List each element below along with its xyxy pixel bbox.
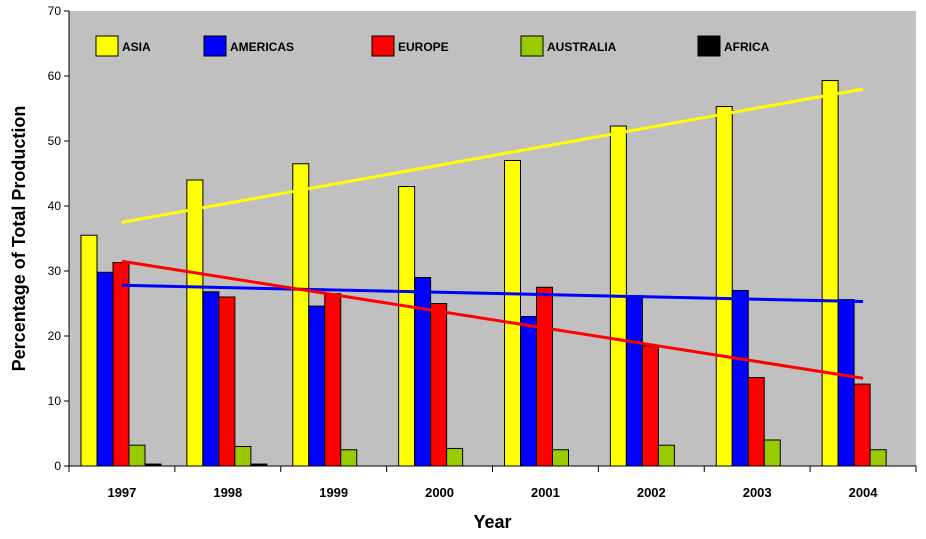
bar-europe-1997	[112, 262, 130, 467]
bar-europe-2001	[536, 286, 553, 467]
x-tick-label-2004: 2004	[849, 485, 879, 500]
x-tick-label-1999: 1999	[319, 485, 348, 500]
legend-swatch	[203, 35, 227, 57]
bar-australia-2004	[869, 449, 887, 467]
legend-item-americas: AMERICAS	[203, 35, 294, 57]
legend-label: AUSTRALIA	[547, 40, 617, 54]
bar-europe-1998	[218, 296, 236, 467]
bar-asia-1998	[186, 179, 204, 467]
bar-europe-2000	[430, 303, 448, 467]
y-tick-label: 0	[54, 459, 61, 473]
legend-item-europe: EUROPE	[371, 35, 449, 57]
bar-australia-1997	[128, 444, 146, 467]
bar-australia-2001	[552, 449, 569, 467]
x-tick-label-2000: 2000	[425, 485, 454, 500]
bar-americas-1999	[308, 305, 326, 467]
legend-swatch	[371, 35, 395, 57]
bar-australia-2003	[763, 439, 781, 467]
bar-asia-2001	[504, 160, 521, 467]
bar-asia-2000	[398, 186, 416, 467]
bar-europe-1999	[324, 293, 342, 467]
legend-item-africa: AFRICA	[697, 35, 770, 57]
legend-swatch	[697, 35, 721, 57]
bar-australia-2000	[446, 447, 464, 467]
bar-americas-2001	[520, 316, 537, 467]
y-tick-label: 40	[48, 199, 62, 213]
legend-item-asia: ASIA	[95, 35, 151, 57]
legend-label: ASIA	[122, 40, 151, 54]
bar-europe-2004	[853, 383, 871, 467]
legend-swatch	[95, 35, 119, 57]
x-tick-label-2003: 2003	[743, 485, 772, 500]
x-tick-label-2001: 2001	[531, 485, 560, 500]
trendline-europe	[121, 259, 864, 380]
legend-swatch	[520, 35, 544, 57]
bar-asia-1999	[292, 163, 310, 467]
bar-asia-1997	[80, 234, 98, 467]
legend-label: AFRICA	[724, 40, 770, 54]
x-axis-title: Year	[473, 512, 511, 532]
y-axis-title: Percentage of Total Production	[9, 106, 29, 372]
x-tick-label-1997: 1997	[107, 485, 136, 500]
y-tick-label: 10	[48, 394, 62, 408]
bar-australia-1998	[234, 446, 252, 467]
bar-americas-2000	[414, 277, 432, 467]
bar-australia-1999	[340, 449, 358, 467]
trendline-americas	[121, 283, 864, 304]
bar-americas-2003	[731, 290, 749, 467]
bar-asia-2003	[715, 106, 733, 467]
y-tick-label: 70	[48, 4, 62, 18]
x-tick-label-1998: 1998	[213, 485, 242, 500]
legend-item-australia: AUSTRALIA	[520, 35, 617, 57]
bar-americas-1998	[202, 291, 220, 467]
y-tick-label: 50	[48, 134, 62, 148]
bar-europe-2003	[747, 377, 765, 467]
legend-label: EUROPE	[398, 40, 449, 54]
y-tick-label: 20	[48, 329, 62, 343]
legend-label: AMERICAS	[230, 40, 294, 54]
bar-americas-2002	[625, 295, 643, 467]
bar-americas-1997	[96, 271, 114, 467]
trendline-asia	[121, 87, 864, 224]
y-tick-label: 30	[48, 264, 62, 278]
bar-asia-2004	[821, 80, 839, 467]
bar-australia-2002	[657, 444, 675, 467]
x-tick-label-2002: 2002	[637, 485, 666, 500]
y-tick-label: 60	[48, 69, 62, 83]
bar-americas-2004	[837, 299, 855, 467]
bar-europe-2002	[641, 345, 659, 467]
